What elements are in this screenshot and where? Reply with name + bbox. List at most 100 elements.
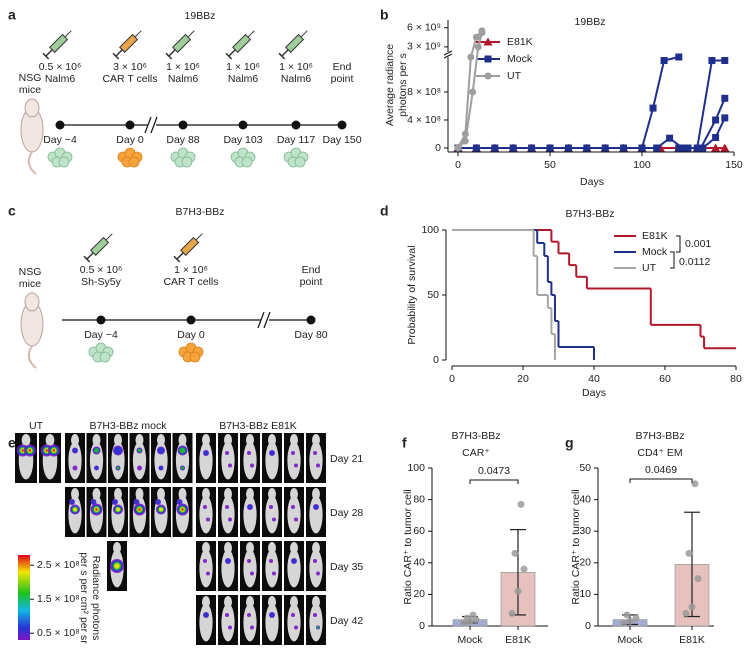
signal-blob	[138, 508, 141, 511]
data-point	[620, 619, 628, 627]
signal-blob	[112, 499, 118, 505]
signal-blob	[159, 466, 163, 470]
signal-blob	[72, 448, 78, 453]
timeline-title: B7H3-BBz	[175, 206, 224, 218]
signal-blob	[272, 571, 276, 576]
dose-label: 1 × 10⁶	[279, 61, 313, 73]
chart-subtitle: CAR⁺	[462, 447, 490, 459]
signal-blob	[179, 447, 186, 454]
data-point	[517, 500, 525, 508]
y-tick-label: 20	[579, 557, 591, 569]
timeline-event	[96, 315, 106, 325]
day-label: Day 0	[116, 134, 144, 146]
signal-blob	[203, 450, 209, 456]
mouse-silhouette	[268, 434, 276, 446]
data-point	[632, 614, 640, 622]
dose-label: 1 × 10⁶	[226, 61, 260, 73]
p-bracket	[676, 235, 681, 253]
mouse-silhouette	[312, 542, 320, 554]
cell-icon	[189, 351, 201, 363]
panel-label: a	[8, 7, 16, 23]
mouse-silhouette	[309, 441, 323, 480]
plunger-cap	[225, 52, 233, 60]
mouse-silhouette	[287, 441, 301, 480]
x-tick-label: E81K	[505, 634, 531, 646]
signal-blob	[291, 613, 295, 617]
mouse-silhouette	[114, 434, 122, 446]
day-label: Day 21	[330, 453, 363, 465]
signal-blob	[203, 559, 207, 563]
mouse-silhouette	[202, 542, 210, 554]
signal-blob	[269, 505, 273, 509]
mouse-silhouette	[290, 542, 298, 554]
signal-blob	[94, 466, 99, 470]
y-tick-label: 60	[413, 525, 425, 537]
signal-blob	[95, 508, 98, 511]
y-tick-label: 8 × 10⁸	[407, 86, 441, 98]
y-tick-label: 0	[433, 354, 439, 366]
signal-blob	[313, 559, 317, 563]
mouse-silhouette	[113, 542, 121, 554]
mouse-head	[24, 98, 40, 118]
data-point	[520, 565, 528, 573]
data-point	[491, 144, 499, 152]
legend-label: Mock	[642, 246, 668, 258]
syringe-icon	[112, 30, 142, 60]
mouse-silhouette	[71, 434, 79, 446]
plunger	[228, 49, 236, 57]
mouse-silhouette	[265, 495, 279, 534]
x-tick-label: 80	[730, 373, 742, 385]
signal-blob	[269, 612, 275, 618]
legend-label: UT	[642, 262, 657, 274]
data-point	[684, 144, 692, 152]
dose-label: 1 × 10⁶	[166, 61, 200, 73]
colorbar-tick-label: 0.5 × 10⁸	[37, 627, 80, 639]
data-point	[472, 144, 480, 152]
x-tick-label: 60	[659, 373, 671, 385]
mouse-silhouette	[199, 603, 213, 642]
data-point	[509, 144, 517, 152]
data-point	[712, 134, 720, 141]
data-point	[474, 43, 482, 51]
legend-label: E81K	[642, 230, 668, 242]
signal-blob	[316, 463, 320, 468]
y-tick-label: 0	[435, 142, 441, 154]
signal-blob	[228, 463, 232, 468]
plunger	[45, 49, 53, 57]
signal-blob	[250, 571, 254, 576]
day-label: Day −4	[84, 329, 118, 341]
mouse-silhouette	[312, 434, 320, 446]
dose-label: 1 × 10⁶	[174, 264, 208, 276]
panel-label: d	[380, 203, 389, 219]
data-point	[463, 614, 471, 622]
signal-blob	[316, 626, 320, 629]
mouse-silhouette	[243, 495, 257, 534]
mouse-silhouette	[178, 488, 187, 500]
signal-blob	[225, 505, 229, 509]
mouse-silhouette	[157, 488, 165, 500]
cells-label: Nalm6	[45, 73, 76, 85]
plunger-cap	[42, 52, 50, 60]
data-point	[711, 143, 721, 152]
signal-blob	[177, 499, 182, 505]
colorbar-label: per s per cm² per sr	[78, 552, 90, 644]
signal-blob	[116, 466, 120, 470]
timeline-end	[337, 120, 347, 130]
chart-title: B7H3-BBz	[635, 430, 684, 442]
data-point	[721, 114, 729, 122]
mouse-silhouette	[246, 488, 254, 500]
y-tick-label: 50	[427, 289, 439, 301]
y-tick-label: 10	[579, 588, 591, 600]
y-tick-label: 6 × 10⁹	[407, 21, 441, 33]
end-label: End	[333, 61, 352, 73]
panel-label: f	[402, 435, 407, 451]
mouse-silhouette	[135, 488, 144, 500]
signal-blob	[69, 499, 75, 505]
y-tick-label: 80	[413, 493, 425, 505]
signal-blob	[181, 508, 184, 511]
colorbar-label: Radiance photons	[90, 556, 102, 641]
colorbar-tick-label: 2.5 × 10⁸	[37, 559, 80, 571]
legend-marker	[483, 37, 493, 46]
mouse-silhouette	[309, 549, 323, 588]
dose-label: 3 × 10⁶	[113, 61, 147, 73]
